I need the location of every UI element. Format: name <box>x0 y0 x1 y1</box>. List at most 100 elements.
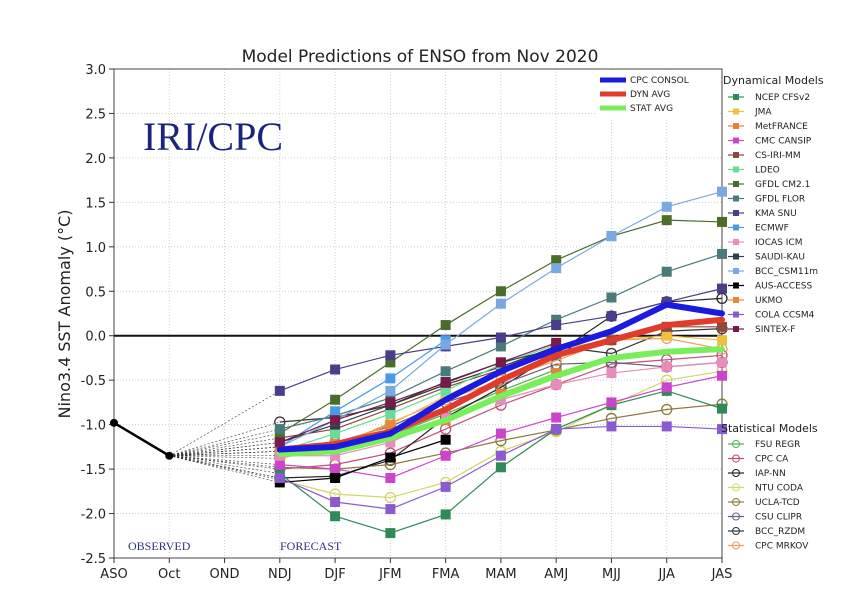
series-marker <box>330 464 341 475</box>
guide-line <box>169 446 280 457</box>
x-tick-label: ASO <box>100 567 127 582</box>
series-marker <box>606 421 617 432</box>
legend-swatch-marker <box>733 297 739 303</box>
series-marker <box>661 266 672 277</box>
legend-label: CPC MRKOV <box>755 542 809 552</box>
series-marker <box>440 366 451 377</box>
series-marker <box>330 415 341 426</box>
legend-label: CSU CLIPR <box>755 513 802 523</box>
y-tick-label: 1.5 <box>85 196 106 211</box>
series-marker <box>717 321 727 332</box>
series-marker <box>385 385 396 396</box>
series-marker <box>661 215 672 226</box>
y-axis-label: Nino3.4 SST Anomaly (°C) <box>55 210 74 419</box>
legend-label: UKMO <box>755 296 782 306</box>
guide-line <box>169 433 280 457</box>
series-marker <box>330 406 341 417</box>
series-marker <box>440 450 451 461</box>
series-line <box>279 403 723 470</box>
series-marker <box>661 421 672 432</box>
x-tick-label: JFM <box>378 567 402 582</box>
series-line <box>279 439 446 484</box>
observed-marker <box>165 451 174 460</box>
series-line <box>279 354 723 470</box>
legend-swatch-marker <box>732 469 740 477</box>
series-marker <box>385 472 396 483</box>
legend-swatch-marker <box>733 195 739 202</box>
guide-line <box>169 455 280 474</box>
legend-label: ECMWF <box>755 224 789 234</box>
series-marker <box>717 335 727 346</box>
guide-line <box>169 455 280 459</box>
legend-label: MetFRANCE <box>755 122 808 132</box>
series-marker <box>440 509 451 520</box>
statistical-legend-title: Statistical Models <box>721 422 818 435</box>
series-marker <box>717 357 727 368</box>
legend-swatch-marker <box>732 483 740 492</box>
legend-label: LDEO <box>755 166 780 176</box>
series-marker <box>385 357 396 368</box>
series-marker <box>274 424 285 435</box>
series-marker <box>495 450 506 461</box>
series-marker <box>385 437 396 448</box>
legend-swatch-marker <box>733 94 739 100</box>
series-marker <box>661 201 672 212</box>
series-marker <box>274 472 285 483</box>
x-tick-label: MAM <box>485 567 516 582</box>
series-marker <box>440 385 451 396</box>
series-marker <box>495 286 506 297</box>
series-marker <box>440 434 451 445</box>
statistical-legend: Statistical Models FSU REGR CPC CA IAP-NN N… <box>721 422 818 552</box>
legend-label: UCLA-TCD <box>755 498 800 508</box>
guide-lines <box>169 390 280 483</box>
y-tick-label: -2.5 <box>81 552 106 567</box>
series-cola-ccsm4 <box>274 421 727 515</box>
summary-layer <box>276 301 725 457</box>
series-marker <box>551 314 562 325</box>
guide-line <box>169 442 280 457</box>
series-marker <box>440 481 451 492</box>
series-marker <box>385 452 396 463</box>
legend-swatch-marker <box>733 311 739 318</box>
legend-label: JMA <box>754 108 772 118</box>
legend-label: BCC_CSM11m <box>755 267 818 277</box>
legend-label: KMA SNU <box>755 209 797 219</box>
legend-label: FSU REGR <box>755 440 800 450</box>
legend-label: COLA CCSM4 <box>755 311 815 321</box>
x-tick-label: JJA <box>658 567 675 582</box>
legend-swatch-marker <box>733 326 739 332</box>
series-marker <box>330 364 341 375</box>
series-marker <box>661 382 672 393</box>
chart-title: Model Predictions of ENSO from Nov 2020 <box>242 47 599 67</box>
series-marker <box>330 450 341 461</box>
y-ticks: -2.5 -2.0 -1.5 -1.0 -0.5 0.0 0.5 1.0 1.5 2.0 2.5 3.… <box>81 63 114 567</box>
guide-line <box>169 455 280 465</box>
x-tick-label: JAS <box>711 567 733 582</box>
legend-swatch-marker <box>732 512 740 521</box>
x-ticks: ASO Oct OND NDJ DJF JFM FMA MAM AMJ MJJ JJA JAS <box>100 558 732 582</box>
legend-label: GFDL FLOR <box>755 195 805 205</box>
series-line <box>279 339 446 448</box>
legend-swatch-marker <box>733 253 739 260</box>
guide-line <box>169 451 280 457</box>
series-marker <box>717 283 727 294</box>
series-marker <box>495 341 506 352</box>
legend-swatch-marker <box>733 181 739 187</box>
legend-swatch-marker <box>733 152 739 158</box>
series-marker <box>606 231 617 242</box>
legend-swatch-marker <box>733 268 739 274</box>
legend-label: NTU CODA <box>755 484 804 494</box>
legend-swatch-marker <box>733 239 739 245</box>
y-tick-label: -0.5 <box>81 374 106 389</box>
x-tick-label: OND <box>210 567 240 582</box>
dynamical-legend: Dynamical Models NCEP CFSv2 JMA MetFRANCE C… <box>723 74 824 335</box>
series-marker <box>551 412 562 423</box>
series-marker <box>385 373 396 384</box>
guide-line <box>169 455 280 470</box>
observed-label: OBSERVED <box>128 539 191 553</box>
legend-label: IAP-NN <box>755 469 786 479</box>
guide-line <box>169 421 280 457</box>
legend-label: CPC CA <box>755 455 789 465</box>
x-tick-label: NDJ <box>268 567 292 582</box>
